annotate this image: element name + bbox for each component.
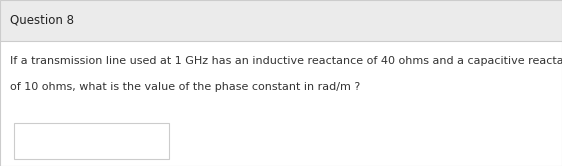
FancyBboxPatch shape <box>0 0 562 41</box>
Text: If a transmission line used at 1 GHz has an inductive reactance of 40 ohms and a: If a transmission line used at 1 GHz has… <box>10 56 562 66</box>
Text: Question 8: Question 8 <box>10 14 74 27</box>
FancyBboxPatch shape <box>14 123 169 159</box>
Text: of 10 ohms, what is the value of the phase constant in rad/m ?: of 10 ohms, what is the value of the pha… <box>10 82 360 92</box>
